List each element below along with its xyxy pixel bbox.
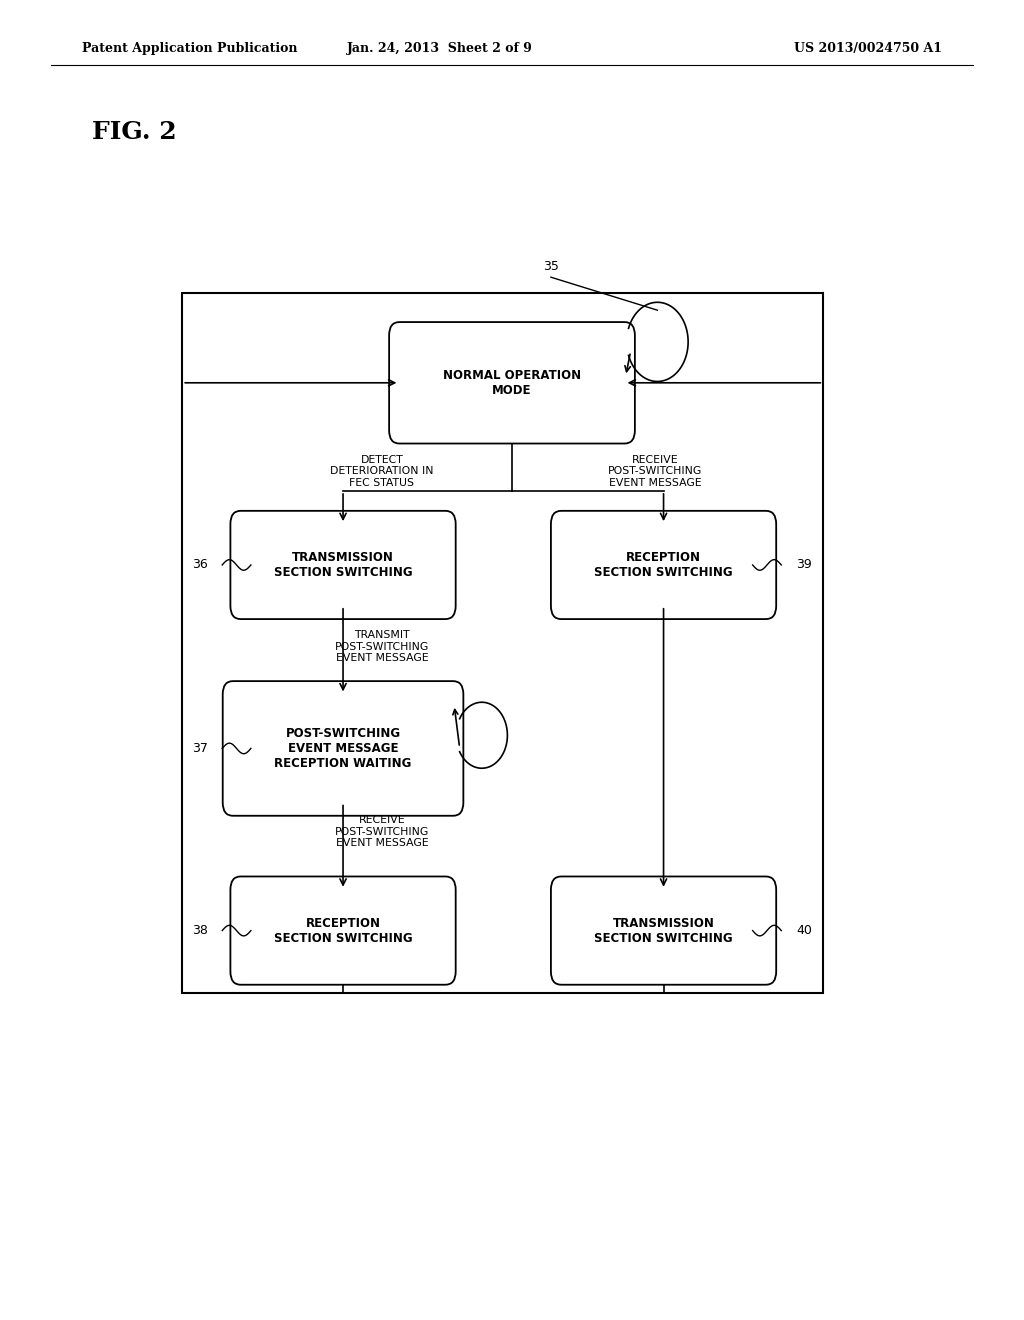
Text: Patent Application Publication: Patent Application Publication: [82, 42, 297, 55]
Text: DETECT
DETERIORATION IN
FEC STATUS: DETECT DETERIORATION IN FEC STATUS: [330, 454, 434, 488]
Text: TRANSMIT
POST-SWITCHING
EVENT MESSAGE: TRANSMIT POST-SWITCHING EVENT MESSAGE: [335, 630, 429, 664]
Text: RECEIVE
POST-SWITCHING
EVENT MESSAGE: RECEIVE POST-SWITCHING EVENT MESSAGE: [608, 454, 702, 488]
FancyBboxPatch shape: [230, 876, 456, 985]
FancyBboxPatch shape: [223, 681, 463, 816]
Text: TRANSMISSION
SECTION SWITCHING: TRANSMISSION SECTION SWITCHING: [273, 550, 413, 579]
Text: 36: 36: [191, 558, 208, 572]
Text: US 2013/0024750 A1: US 2013/0024750 A1: [794, 42, 942, 55]
Text: Jan. 24, 2013  Sheet 2 of 9: Jan. 24, 2013 Sheet 2 of 9: [347, 42, 534, 55]
Text: RECEPTION
SECTION SWITCHING: RECEPTION SECTION SWITCHING: [594, 550, 733, 579]
Text: 38: 38: [191, 924, 208, 937]
Text: POST-SWITCHING
EVENT MESSAGE
RECEPTION WAITING: POST-SWITCHING EVENT MESSAGE RECEPTION W…: [274, 727, 412, 770]
Text: TRANSMISSION
SECTION SWITCHING: TRANSMISSION SECTION SWITCHING: [594, 916, 733, 945]
Text: 37: 37: [191, 742, 208, 755]
FancyBboxPatch shape: [551, 876, 776, 985]
Text: 40: 40: [796, 924, 812, 937]
Text: 39: 39: [796, 558, 812, 572]
FancyBboxPatch shape: [551, 511, 776, 619]
Bar: [182, 293, 823, 993]
Text: RECEIVE
POST-SWITCHING
EVENT MESSAGE: RECEIVE POST-SWITCHING EVENT MESSAGE: [335, 814, 429, 849]
FancyBboxPatch shape: [230, 511, 456, 619]
Text: FIG. 2: FIG. 2: [92, 120, 177, 144]
Text: RECEPTION
SECTION SWITCHING: RECEPTION SECTION SWITCHING: [273, 916, 413, 945]
FancyBboxPatch shape: [389, 322, 635, 444]
Text: 35: 35: [543, 260, 559, 273]
Text: NORMAL OPERATION
MODE: NORMAL OPERATION MODE: [443, 368, 581, 397]
